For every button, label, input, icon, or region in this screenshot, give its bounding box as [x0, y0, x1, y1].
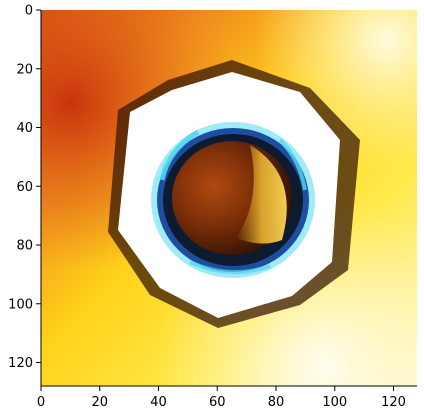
hex-nut-heatmap-image [41, 10, 417, 386]
y-tick-label: 100 [8, 297, 33, 312]
y-tick-label: 80 [16, 239, 33, 254]
y-tick-label: 0 [25, 4, 33, 19]
x-tick-label: 80 [268, 395, 285, 410]
y-tick-label: 120 [8, 356, 33, 371]
x-tick-label: 20 [91, 395, 108, 410]
x-tick-label: 0 [37, 395, 45, 410]
y-axis-ticks: 0 20 40 60 80 100 120 [8, 4, 41, 371]
x-axis-ticks: 0 20 40 60 80 100 120 [37, 386, 406, 410]
x-tick-label: 120 [381, 395, 406, 410]
x-tick-label: 60 [209, 395, 226, 410]
y-tick-label: 60 [16, 180, 33, 195]
y-tick-label: 40 [16, 121, 33, 136]
x-tick-label: 40 [150, 395, 167, 410]
x-tick-label: 100 [322, 395, 347, 410]
y-tick-label: 20 [16, 62, 33, 77]
